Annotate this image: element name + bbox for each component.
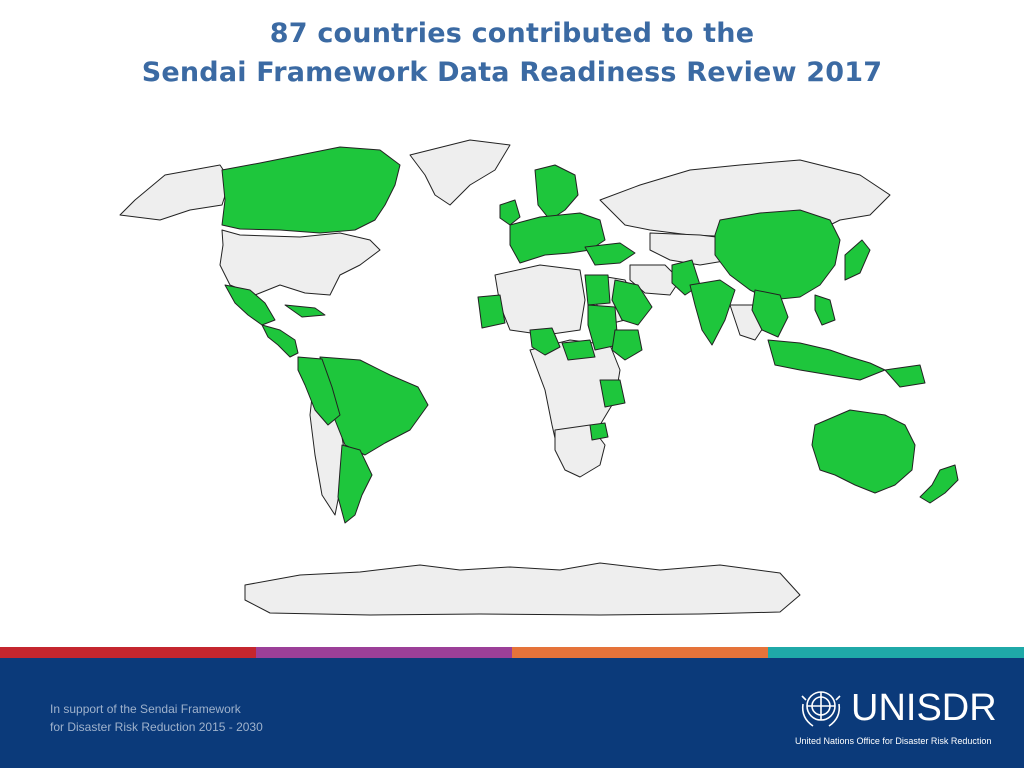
alaska [119,164,231,221]
logo-wordmark: UNISDR [851,687,997,729]
mauritania [477,294,506,329]
iran-afghanistan [629,264,681,296]
australia [811,409,916,494]
tagline-line-2: for Disaster Risk Reduction 2015 - 2030 [50,720,263,734]
new-zealand [919,464,959,504]
greenland [409,139,511,206]
japan [844,239,871,281]
title-line-1: 87 countries contributed to the [269,18,755,49]
scandinavia [534,164,579,221]
central-america [261,324,299,358]
stripe-orange [512,647,768,658]
zimbabwe [589,422,609,441]
philippines [814,294,836,326]
indonesia-malaysia [767,339,886,381]
sudan [587,304,619,351]
title-line-2: Sendai Framework Data Readiness Review 2… [141,57,883,88]
logo-subtext: United Nations Office for Disaster Risk … [795,736,992,746]
china [714,209,841,301]
egypt [584,274,611,306]
world-map [119,139,959,616]
cuba [284,304,326,318]
footer: In support of the Sendai Framework for D… [0,658,1024,768]
se-asia [751,289,789,338]
un-emblem-icon [801,691,841,727]
tanzania [599,379,626,408]
page-title: 87 countries contributed to the Sendai F… [0,14,1024,92]
unisdr-logo: UNISDR United Nations Office for Disaste… [795,682,997,752]
nigeria-car [529,327,561,356]
saudi-arabia [611,279,653,326]
mexico [224,284,276,326]
india [689,279,736,346]
papua-new-guinea [884,364,926,388]
ethiopia [611,329,643,361]
car [561,339,596,361]
stripe-purple [256,647,512,658]
argentina-chile [337,444,373,524]
turkey-caucasus [584,242,636,266]
tagline-line-1: In support of the Sendai Framework [50,702,241,716]
stripe-red [0,647,256,658]
uk-ireland [499,199,521,226]
stripe-teal [768,647,1024,658]
united-states [219,229,381,296]
color-stripes [0,647,1024,658]
north-africa [494,264,586,336]
canada [221,146,401,234]
colombia-ecuador-peru [297,356,341,426]
footer-tagline: In support of the Sendai Framework for D… [50,700,263,736]
antarctica [244,562,801,616]
